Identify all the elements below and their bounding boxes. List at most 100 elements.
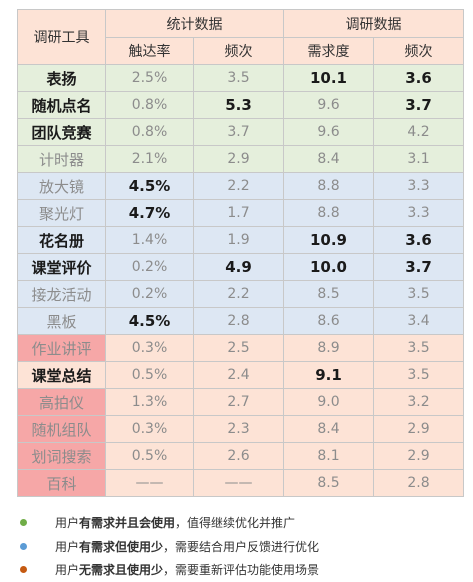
legend-item-green: 用户有需求并且会使用，值得继续优化并推广 — [20, 513, 460, 531]
tool-name: 随机点名 — [17, 91, 106, 119]
col-header-survey-frequency: 频次 — [373, 37, 464, 65]
survey-frequency-cell: 3.3 — [373, 172, 464, 200]
legend-text: 用户有需求并且会使用，值得继续优化并推广 — [55, 515, 296, 530]
tool-name: 放大镜 — [17, 172, 106, 200]
table-row: 作业讲评 0.3% 2.5 8.9 3.5 — [17, 334, 464, 362]
demand-cell: 8.1 — [283, 442, 374, 470]
corner-header: 调研工具 — [17, 9, 106, 65]
reach-cell: —— — [105, 469, 194, 497]
demand-cell: 8.5 — [283, 469, 374, 497]
reach-cell: 0.5% — [105, 361, 194, 389]
tool-name: 随机组队 — [17, 415, 106, 443]
reach-cell: 0.5% — [105, 442, 194, 470]
frequency-cell: 2.3 — [193, 415, 284, 443]
frequency-cell: 1.7 — [193, 199, 284, 227]
legend-text: 用户有需求但使用少，需要结合用户反馈进行优化 — [55, 539, 320, 554]
tool-name: 作业讲评 — [17, 334, 106, 362]
group-header-survey: 调研数据 — [283, 9, 464, 38]
tool-name: 划词搜索 — [17, 442, 106, 470]
table-row: 随机点名 0.8% 5.3 9.6 3.7 — [17, 91, 464, 119]
tool-name: 计时器 — [17, 145, 106, 173]
reach-cell: 2.5% — [105, 64, 194, 92]
legend-text: 用户无需求且使用少，需要重新评估功能使用场景 — [55, 562, 320, 577]
reach-cell: 1.3% — [105, 388, 194, 416]
reach-cell: 1.4% — [105, 226, 194, 254]
frequency-cell: 2.7 — [193, 388, 284, 416]
demand-cell: 8.4 — [283, 145, 374, 173]
reach-cell: 0.3% — [105, 334, 194, 362]
table-row: 划词搜索 0.5% 2.6 8.1 2.9 — [17, 442, 464, 470]
group-header-stats: 统计数据 — [105, 9, 284, 38]
table-row: 随机组队 0.3% 2.3 8.4 2.9 — [17, 415, 464, 443]
tool-name: 团队竞赛 — [17, 118, 106, 146]
demand-cell: 9.6 — [283, 91, 374, 119]
table-row: 黑板 4.5% 2.8 8.6 3.4 — [17, 307, 464, 335]
demand-cell: 9.0 — [283, 388, 374, 416]
demand-cell: 10.9 — [283, 226, 374, 254]
frequency-cell: 3.5 — [193, 64, 284, 92]
frequency-cell: 2.2 — [193, 172, 284, 200]
reach-cell: 0.2% — [105, 280, 194, 308]
frequency-cell: 2.8 — [193, 307, 284, 335]
frequency-cell: 2.5 — [193, 334, 284, 362]
tool-name: 表扬 — [17, 64, 106, 92]
reach-cell: 0.3% — [105, 415, 194, 443]
legend-item-orange: 用户无需求且使用少，需要重新评估功能使用场景 — [20, 560, 460, 578]
tool-name: 课堂评价 — [17, 253, 106, 281]
demand-cell: 8.9 — [283, 334, 374, 362]
frequency-cell: 2.6 — [193, 442, 284, 470]
survey-frequency-cell: 2.9 — [373, 442, 464, 470]
survey-frequency-cell: 3.7 — [373, 91, 464, 119]
tool-name: 黑板 — [17, 307, 106, 335]
survey-frequency-cell: 4.2 — [373, 118, 464, 146]
demand-cell: 8.4 — [283, 415, 374, 443]
demand-cell: 8.6 — [283, 307, 374, 335]
reach-cell: 0.2% — [105, 253, 194, 281]
tool-name: 花名册 — [17, 226, 106, 254]
survey-frequency-cell: 3.5 — [373, 334, 464, 362]
demand-cell: 8.5 — [283, 280, 374, 308]
tool-name: 高拍仪 — [17, 388, 106, 416]
survey-frequency-cell: 3.6 — [373, 226, 464, 254]
reach-cell: 0.8% — [105, 91, 194, 119]
table-row: 聚光灯 4.7% 1.7 8.8 3.3 — [17, 199, 464, 227]
reach-cell: 4.5% — [105, 307, 194, 335]
demand-cell: 10.1 — [283, 64, 374, 92]
frequency-cell: 2.4 — [193, 361, 284, 389]
orange-dot-icon — [20, 565, 27, 573]
tool-name: 课堂总结 — [17, 361, 106, 389]
blue-dot-icon — [20, 542, 27, 550]
table-row: 课堂总结 0.5% 2.4 9.1 3.5 — [17, 361, 464, 389]
survey-frequency-cell: 2.9 — [373, 415, 464, 443]
legend-item-blue: 用户有需求但使用少，需要结合用户反馈进行优化 — [20, 537, 460, 555]
table-row: 放大镜 4.5% 2.2 8.8 3.3 — [17, 172, 464, 200]
col-header-demand: 需求度 — [283, 37, 374, 65]
demand-cell: 9.6 — [283, 118, 374, 146]
table-row: 计时器 2.1% 2.9 8.4 3.1 — [17, 145, 464, 173]
reach-cell: 0.8% — [105, 118, 194, 146]
survey-frequency-cell: 3.4 — [373, 307, 464, 335]
survey-table: 调研工具 统计数据 调研数据 触达率 频次 需求度 频次 表扬 2.5% 3.5… — [17, 9, 464, 497]
survey-frequency-cell: 3.5 — [373, 280, 464, 308]
tool-name: 百科 — [17, 469, 106, 497]
table-row: 课堂评价 0.2% 4.9 10.0 3.7 — [17, 253, 464, 281]
green-dot-icon — [20, 518, 27, 526]
frequency-cell: 2.9 — [193, 145, 284, 173]
survey-frequency-cell: 3.7 — [373, 253, 464, 281]
table-row: 高拍仪 1.3% 2.7 9.0 3.2 — [17, 388, 464, 416]
reach-cell: 4.5% — [105, 172, 194, 200]
table-row: 百科 —— —— 8.5 2.8 — [17, 469, 464, 497]
frequency-cell: 2.2 — [193, 280, 284, 308]
survey-frequency-cell: 3.3 — [373, 199, 464, 227]
demand-cell: 9.1 — [283, 361, 374, 389]
frequency-cell: 3.7 — [193, 118, 284, 146]
reach-cell: 2.1% — [105, 145, 194, 173]
table-row: 花名册 1.4% 1.9 10.9 3.6 — [17, 226, 464, 254]
survey-frequency-cell: 3.1 — [373, 145, 464, 173]
frequency-cell: 1.9 — [193, 226, 284, 254]
reach-cell: 4.7% — [105, 199, 194, 227]
survey-frequency-cell: 2.8 — [373, 469, 464, 497]
demand-cell: 8.8 — [283, 172, 374, 200]
survey-frequency-cell: 3.2 — [373, 388, 464, 416]
frequency-cell: 4.9 — [193, 253, 284, 281]
